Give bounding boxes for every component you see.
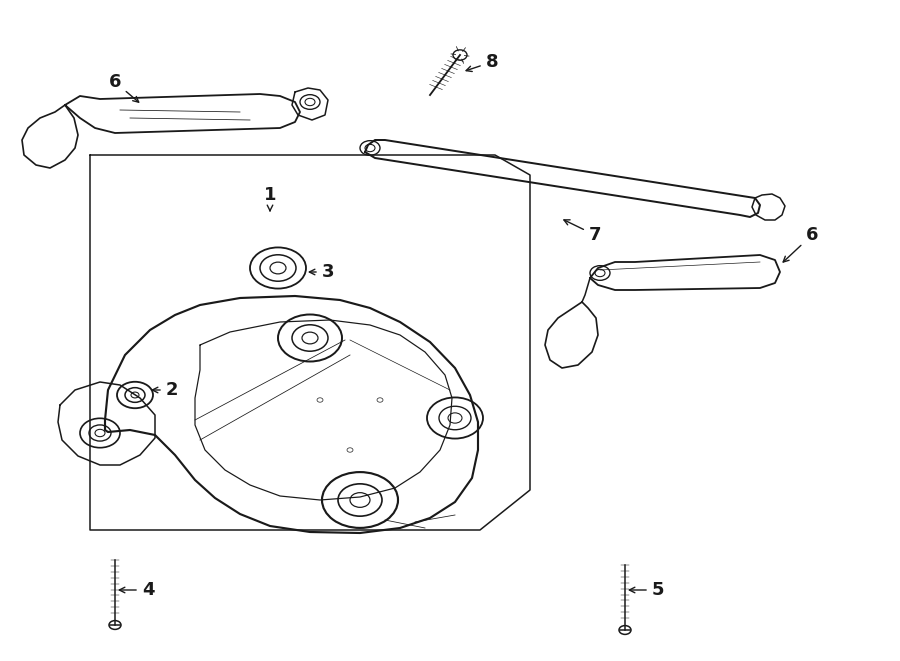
Text: 6: 6 (109, 73, 139, 102)
Text: 7: 7 (564, 220, 601, 244)
Text: 1: 1 (264, 186, 276, 211)
Text: 6: 6 (783, 226, 818, 262)
Text: 8: 8 (466, 53, 499, 71)
Text: 4: 4 (120, 581, 154, 599)
Text: 2: 2 (152, 381, 178, 399)
Text: 5: 5 (629, 581, 664, 599)
Text: 3: 3 (310, 263, 334, 281)
